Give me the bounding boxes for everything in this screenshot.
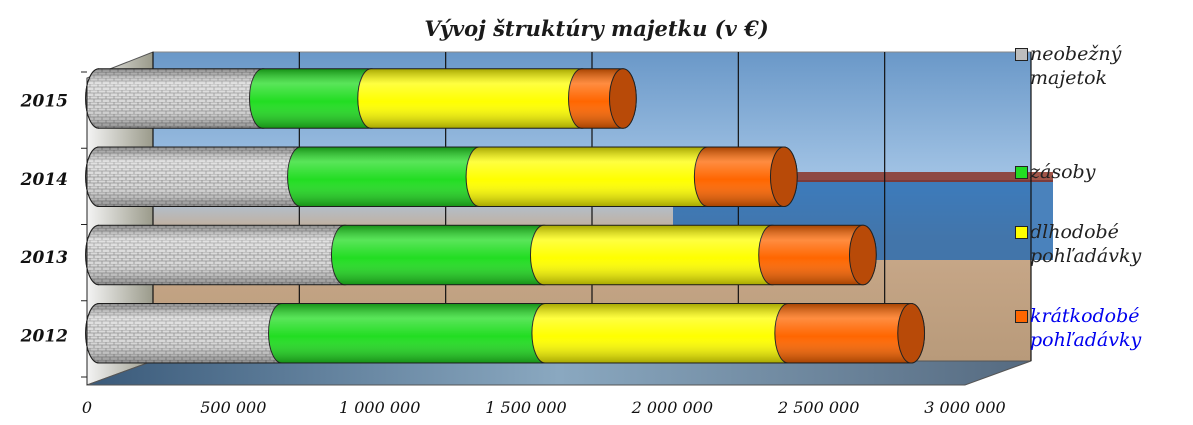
bar-startcap-2015 [85,68,100,129]
legend-label: dlhodobé pohľadávky [1030,221,1142,267]
bar-endcap-2014 [769,146,798,207]
bar-startcap-2014 [85,146,100,207]
bar-shade-2015-2 [357,68,596,129]
x-tick-label-0: 0 [82,398,92,417]
legend-label: neobežný majetok [1030,43,1122,89]
x-tick-label-5: 2 500 000 [777,398,859,417]
x-tick-label-2: 1 000 000 [339,398,420,417]
bar-shade-2015-1 [249,68,385,129]
bar-shade-2013-1 [331,225,558,285]
category-label-2015: 2015 [20,92,68,112]
legend-label: krátkodobé pohľadávky [1030,305,1142,351]
chart-title: Vývoj štruktúry majetku (v €) [424,16,769,41]
bar-startcap-2013 [85,224,100,286]
x-tick-label-3: 1 500 000 [485,398,566,417]
bar-shade-2013-3 [758,225,877,285]
category-label-2014: 2014 [20,170,68,190]
legend-label: zásoby [1030,161,1096,183]
bar-shade-2012-0 [85,303,296,363]
bar-shade-2014-0 [85,147,315,207]
bar-shade-2012-2 [531,303,802,363]
bar-endcap-2012 [897,303,926,364]
legend-swatch [1015,166,1028,179]
legend-swatch [1015,310,1028,323]
x-tick-label-4: 2 000 000 [631,398,713,417]
bar-shade-2012-3 [774,303,925,363]
bar-shade-2013-2 [530,225,786,285]
legend-swatch [1015,226,1028,239]
category-label-2012: 2012 [20,326,68,346]
legend-swatch [1015,48,1028,61]
bar-shade-2013-0 [85,225,359,285]
x-tick-label-6: 3 000 000 [924,398,1005,417]
chart-floor [86,360,1032,386]
bar-shade-2014-3 [694,147,798,207]
bar-shade-2015-0 [85,68,277,129]
x-tick-label-1: 500 000 [200,398,266,417]
bar-shade-2014-1 [287,147,493,207]
category-label-2013: 2013 [20,248,68,268]
bar-startcap-2012 [85,303,100,364]
bar-endcap-2015 [608,68,637,129]
bar-endcap-2013 [848,224,877,286]
bar-shade-2014-2 [466,147,722,207]
bar-shade-2012-1 [268,303,559,363]
back-wall-roofline [673,172,1053,182]
